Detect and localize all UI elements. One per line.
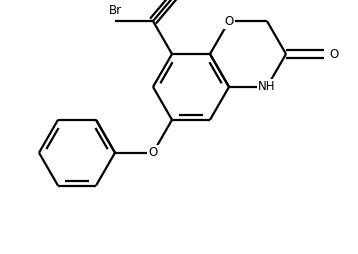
- Text: O: O: [224, 14, 234, 28]
- Text: NH: NH: [258, 81, 276, 93]
- Text: O: O: [329, 47, 338, 60]
- Text: Br: Br: [108, 4, 122, 17]
- Text: O: O: [148, 146, 158, 159]
